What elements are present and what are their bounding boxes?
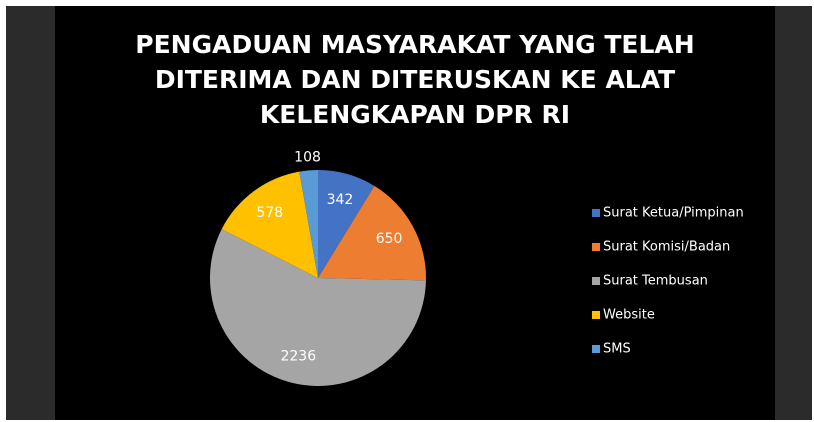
legend-label: Surat Tembusan <box>603 274 708 289</box>
legend-label: Surat Ketua/Pimpinan <box>603 206 744 221</box>
chart-title: DITERIMA DAN DITERUSKAN KE ALAT <box>155 65 675 94</box>
pie-slice <box>318 170 375 278</box>
pie-slice <box>318 185 426 281</box>
data-label: 108 <box>294 149 321 165</box>
pie-slice <box>299 170 318 278</box>
chart-title: KELENGKAPAN DPR RI <box>260 100 570 129</box>
data-label: 578 <box>256 205 283 221</box>
legend-label: Surat Komisi/Badan <box>603 240 730 255</box>
legend-swatch <box>592 345 600 353</box>
pie-slice <box>210 229 426 386</box>
legend-label: SMS <box>603 342 631 357</box>
legend-swatch <box>592 243 600 251</box>
legend-label: Website <box>603 308 655 323</box>
chart-title: PENGADUAN MASYARAKAT YANG TELAH <box>135 30 694 59</box>
slide <box>55 6 775 420</box>
legend-swatch <box>592 277 600 285</box>
data-label: 342 <box>327 192 354 208</box>
legend-swatch <box>592 311 600 319</box>
data-label: 650 <box>376 231 403 247</box>
pie-slice <box>221 171 318 278</box>
data-label: 2236 <box>280 349 316 365</box>
legend-swatch <box>592 209 600 217</box>
